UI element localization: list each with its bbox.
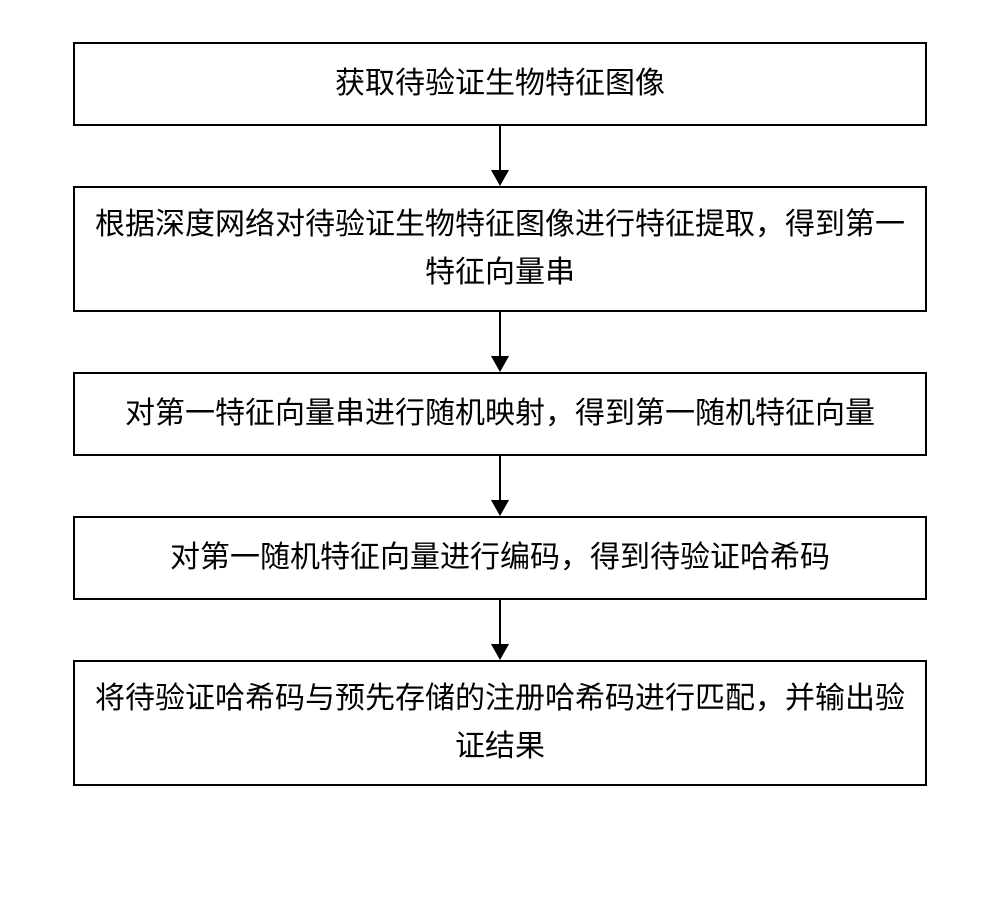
step-label: 获取待验证生物特征图像 — [335, 60, 665, 108]
arrow-line — [499, 126, 501, 170]
arrow-3-to-4 — [491, 456, 509, 516]
step-label: 根据深度网络对待验证生物特征图像进行特征提取，得到第一特征向量串 — [95, 201, 905, 297]
arrow-line — [499, 600, 501, 644]
flowchart-step-2: 根据深度网络对待验证生物特征图像进行特征提取，得到第一特征向量串 — [73, 186, 927, 312]
step-label: 对第一随机特征向量进行编码，得到待验证哈希码 — [170, 534, 830, 582]
arrow-head-icon — [491, 356, 509, 372]
arrow-4-to-5 — [491, 600, 509, 660]
flowchart-step-5: 将待验证哈希码与预先存储的注册哈希码进行匹配，并输出验证结果 — [73, 660, 927, 786]
arrow-head-icon — [491, 644, 509, 660]
flowchart-step-1: 获取待验证生物特征图像 — [73, 42, 927, 126]
arrow-head-icon — [491, 170, 509, 186]
step-label: 将待验证哈希码与预先存储的注册哈希码进行匹配，并输出验证结果 — [95, 675, 905, 771]
step-label: 对第一特征向量串进行随机映射，得到第一随机特征向量 — [125, 390, 875, 438]
arrow-head-icon — [491, 500, 509, 516]
flowchart-step-4: 对第一随机特征向量进行编码，得到待验证哈希码 — [73, 516, 927, 600]
arrow-line — [499, 456, 501, 500]
arrow-2-to-3 — [491, 312, 509, 372]
flowchart-step-3: 对第一特征向量串进行随机映射，得到第一随机特征向量 — [73, 372, 927, 456]
arrow-line — [499, 312, 501, 356]
arrow-1-to-2 — [491, 126, 509, 186]
